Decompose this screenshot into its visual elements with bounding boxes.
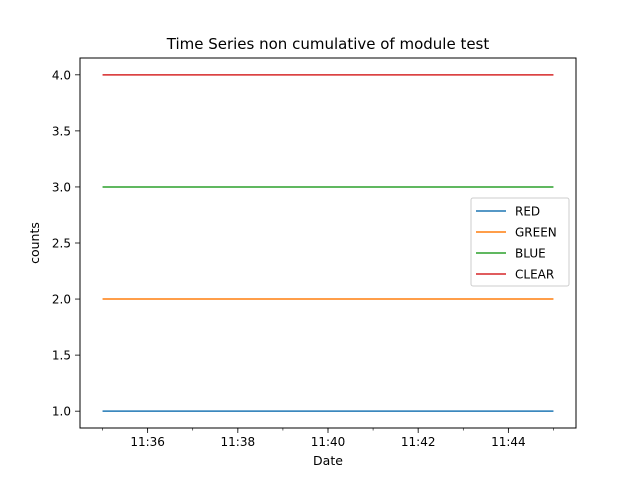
y-tick-label: 2.5 <box>52 237 71 251</box>
legend-items: RED GREEN BLUE CLEAR <box>476 205 557 282</box>
legend-label-blue: BLUE <box>515 247 546 261</box>
y-tick-label: 1.5 <box>52 349 71 363</box>
legend-label-red: RED <box>515 205 540 219</box>
x-tick-label: 11:40 <box>311 435 346 449</box>
y-tick-label: 4.0 <box>52 68 71 82</box>
legend-frame <box>470 197 570 287</box>
y-tick-label: 2.0 <box>52 293 71 307</box>
x-tick-label: 11:44 <box>491 435 526 449</box>
y-tick-label: 3.0 <box>52 180 71 194</box>
legend-label-clear: CLEAR <box>515 268 554 282</box>
x-axis: 11:36 11:38 11:40 11:42 11:44 <box>102 428 554 449</box>
y-axis-label: counts <box>27 222 42 264</box>
legend-label-green: GREEN <box>515 226 557 240</box>
y-tick-label: 3.5 <box>52 124 71 138</box>
y-tick-label: 1.0 <box>52 405 71 419</box>
y-axis: 1.0 1.5 2.0 2.5 3.0 3.5 4.0 <box>52 68 80 419</box>
x-tick-label: 11:38 <box>221 435 256 449</box>
legend: RED GREEN BLUE CLEAR <box>470 197 570 287</box>
x-tick-label: 11:36 <box>130 435 165 449</box>
x-axis-label: Date <box>313 453 343 468</box>
series-layer <box>102 74 554 412</box>
x-tick-label: 11:42 <box>401 435 436 449</box>
chart-title: Time Series non cumulative of module tes… <box>166 35 490 53</box>
